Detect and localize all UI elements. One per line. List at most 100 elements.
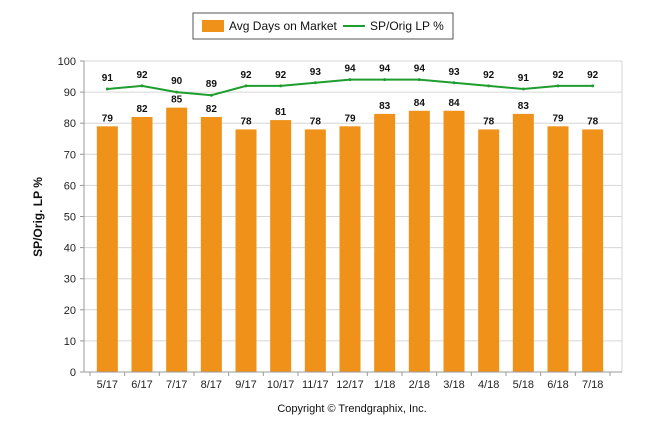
bar-data-label: 78 <box>240 116 252 127</box>
line-data-label: 93 <box>310 67 322 78</box>
x-tick-label: 5/17 <box>97 379 118 391</box>
legend: Avg Days on Market SP/Orig LP % <box>192 12 454 40</box>
bar <box>339 126 361 372</box>
bar-data-label: 82 <box>206 104 218 115</box>
y-tick-label: 100 <box>58 56 76 68</box>
x-tick-label: 12/17 <box>336 379 364 391</box>
bar-data-label: 78 <box>310 116 322 127</box>
x-tick-label: 5/18 <box>513 379 534 391</box>
y-axis: 0 10 20 30 40 50 60 70 80 90 100 <box>58 56 85 379</box>
bar <box>374 113 396 373</box>
bar-data-label: 79 <box>552 113 564 124</box>
bar <box>512 113 534 373</box>
bar <box>235 129 257 372</box>
x-tick-label: 6/18 <box>547 379 568 391</box>
y-tick-label: 50 <box>64 212 76 224</box>
x-tick-label: 2/18 <box>409 379 430 391</box>
bar-data-label: 78 <box>587 116 599 127</box>
bar-data-label: 84 <box>448 98 460 109</box>
x-tick-label: 11/17 <box>302 379 329 391</box>
bar <box>270 120 292 372</box>
line-series <box>105 78 595 97</box>
bar <box>166 107 188 373</box>
y-tick-label: 30 <box>64 274 76 286</box>
y-axis-title: SP/Orig. LP % <box>31 177 45 257</box>
line-data-label: 92 <box>483 70 495 81</box>
x-tick-label: 7/17 <box>166 379 187 391</box>
line-point <box>175 90 179 94</box>
line-data-label: 90 <box>171 76 183 87</box>
bars <box>96 107 604 373</box>
line-data-label: 92 <box>552 70 564 81</box>
line-data-label: 93 <box>448 67 460 78</box>
line-data-label: 91 <box>102 73 114 84</box>
line-point <box>417 78 421 82</box>
line-point <box>348 78 352 82</box>
legend-label-bar: Avg Days on Market <box>229 19 337 33</box>
line-point <box>105 87 109 91</box>
line-point <box>140 84 144 88</box>
bar-data-label: 78 <box>483 116 495 127</box>
line-data-label: 94 <box>344 64 356 75</box>
bar-data-label: 85 <box>171 95 183 106</box>
line-point <box>591 84 595 88</box>
bar-data-label: 79 <box>102 113 114 124</box>
x-tick-label: 4/18 <box>478 379 499 391</box>
legend-label-line: SP/Orig LP % <box>370 19 444 33</box>
bar-data-label: 81 <box>275 107 287 118</box>
x-tick-label: 1/18 <box>374 379 395 391</box>
line-point <box>244 84 248 88</box>
bar-data-label: 84 <box>414 98 426 109</box>
bar <box>408 110 430 372</box>
line-data-label: 91 <box>518 73 530 84</box>
line-data-label: 92 <box>136 70 148 81</box>
line-point <box>313 81 317 85</box>
x-tick-label: 10/17 <box>267 379 295 391</box>
line-point <box>383 78 387 82</box>
x-tick-label: 3/18 <box>443 379 464 391</box>
y-tick-label: 0 <box>70 367 76 379</box>
legend-swatch-bar <box>202 20 224 32</box>
bar <box>478 129 500 372</box>
line-data-label: 92 <box>275 70 287 81</box>
bar <box>200 116 222 372</box>
bar <box>582 129 604 372</box>
y-tick-label: 60 <box>64 180 76 192</box>
line-labels: 91 92 90 89 92 92 93 94 94 94 93 92 91 92 92 <box>102 64 599 91</box>
line-point <box>487 84 491 88</box>
line-data-label: 92 <box>240 70 252 81</box>
y-tick-label: 40 <box>64 243 76 255</box>
bar-data-label: 83 <box>518 101 530 112</box>
line-point <box>556 84 560 88</box>
line-data-label: 94 <box>379 64 391 75</box>
bar <box>96 126 118 372</box>
line-data-label: 92 <box>587 70 599 81</box>
bar <box>304 129 326 372</box>
x-tick-label: 7/18 <box>582 379 603 391</box>
line-data-label: 94 <box>414 64 426 75</box>
copyright-footer: Copyright © Trendgraphix, Inc. <box>277 403 426 415</box>
legend-box <box>192 12 454 40</box>
bar <box>547 126 569 372</box>
y-tick-label: 80 <box>64 118 76 130</box>
line-point <box>452 81 456 85</box>
x-axis: 5/17 6/17 7/17 8/17 9/17 10/17 11/17 12/17 1/18 2… <box>84 371 622 391</box>
x-tick-label: 9/17 <box>235 379 256 391</box>
line-point <box>521 87 525 91</box>
y-tick-label: 70 <box>64 149 76 161</box>
line-point <box>279 84 283 88</box>
x-tick-label: 8/17 <box>201 379 222 391</box>
line-data-label: 89 <box>206 79 218 90</box>
y-tick-label: 20 <box>64 305 76 317</box>
bar-data-label: 83 <box>379 101 391 112</box>
bar-data-label: 82 <box>136 104 148 115</box>
y-tick-label: 90 <box>64 87 76 99</box>
x-tick-label: 6/17 <box>131 379 152 391</box>
bar <box>131 116 153 372</box>
bar-data-label: 79 <box>344 113 356 124</box>
bar-labels: 79 82 85 82 78 81 78 79 83 84 84 78 83 79 78 <box>102 95 599 128</box>
y-tick-label: 10 <box>64 336 76 348</box>
line-point <box>209 93 213 97</box>
bar <box>443 110 465 372</box>
